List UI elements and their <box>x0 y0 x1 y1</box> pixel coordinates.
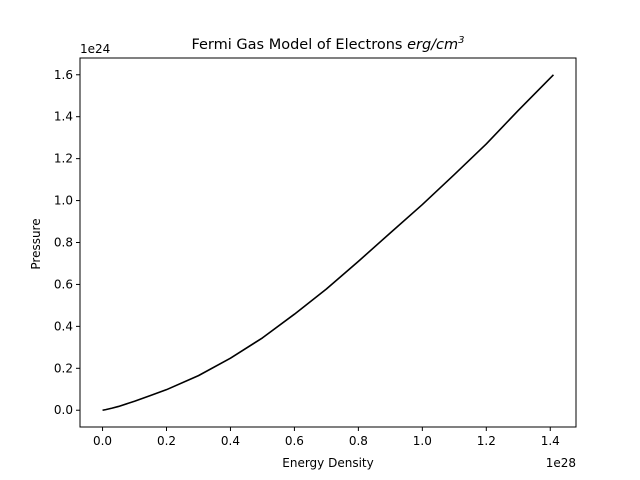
y-axis-offset-label: 1e24 <box>80 42 110 56</box>
y-axis-label: Pressure <box>29 218 43 269</box>
plot-frame <box>79 57 577 428</box>
x-tick-label: 1.2 <box>477 434 496 448</box>
x-tick-label: 1.4 <box>541 434 560 448</box>
x-tick-label: 0.4 <box>221 434 240 448</box>
chart-title-superscript: 3 <box>458 35 464 46</box>
x-tick-label: 0.2 <box>157 434 176 448</box>
chart-title: Fermi Gas Model of Electrons erg/cm3 <box>191 35 464 53</box>
y-tick-label: 0.2 <box>54 361 73 375</box>
y-tick-label: 1.4 <box>54 110 73 124</box>
y-tick-label: 0.0 <box>54 403 73 417</box>
plot-lines <box>102 74 555 412</box>
x-tick-label: 1.0 <box>413 434 432 448</box>
y-axis-ticks: 0.0 0.2 0.4 0.6 0.8 1.0 1.2 1.4 1.6 <box>54 68 80 417</box>
x-tick-label: 0.0 <box>93 434 112 448</box>
y-tick-label: 0.4 <box>54 319 73 333</box>
y-tick-label: 1.0 <box>54 194 73 208</box>
y-tick-label: 0.6 <box>54 277 73 291</box>
x-axis-label: Energy Density <box>282 456 373 470</box>
x-tick-label: 0.8 <box>349 434 368 448</box>
pressure-vs-energy-density-line <box>102 74 555 412</box>
x-tick-label: 0.6 <box>285 434 304 448</box>
y-tick-label: 1.2 <box>54 152 73 166</box>
y-tick-label: 0.8 <box>54 236 73 250</box>
chart-title-text: Fermi Gas Model of Electrons <box>191 37 407 53</box>
x-axis-ticks: 0.0 0.2 0.4 0.6 0.8 1.0 1.2 1.4 <box>93 427 560 448</box>
x-axis-offset-label: 1e28 <box>546 456 576 470</box>
chart-title-math: erg/cm <box>407 37 458 53</box>
y-tick-label: 1.6 <box>54 68 73 82</box>
